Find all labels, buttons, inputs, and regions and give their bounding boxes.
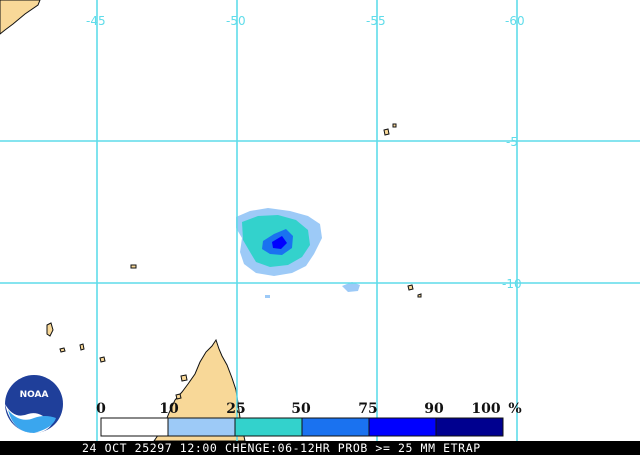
legend-value: 10 — [159, 401, 179, 417]
legend-swatch — [368, 417, 437, 437]
legend-swatch — [167, 417, 236, 437]
legend-value: 50 — [291, 401, 311, 417]
island-10 — [407, 284, 414, 291]
map-canvas: -45 -50 -55 -60 -5 -10 NOAA 0 10 25 50 75 90 1… — [0, 0, 640, 441]
noaa-logo-icon: NOAA — [3, 373, 65, 435]
island-11 — [417, 293, 422, 298]
lon-label: -60 — [505, 14, 525, 28]
island-5 — [130, 264, 137, 269]
legend-value: 0 — [96, 401, 106, 417]
island-4 — [99, 356, 106, 363]
lon-label: -55 — [366, 14, 386, 28]
land-masses — [0, 0, 422, 441]
legend-swatch — [234, 417, 303, 437]
legend: 0 10 25 50 75 90 100% — [96, 401, 522, 437]
graticule — [0, 0, 640, 441]
island-1 — [46, 322, 54, 337]
prob-area-speck — [265, 295, 270, 298]
status-text: 24 OCT 25297 12:00 CHENGE:06-12HR PROB >… — [82, 441, 481, 455]
lat-label: -10 — [502, 277, 522, 291]
island-3 — [59, 347, 66, 353]
lon-label: -50 — [226, 14, 246, 28]
lat-label: -5 — [506, 135, 518, 149]
legend-swatch — [301, 417, 370, 437]
status-bar: 24 OCT 25297 12:00 CHENGE:06-12HR PROB >… — [0, 441, 640, 455]
legend-value: % — [508, 401, 521, 417]
landmass-northwest — [0, 0, 41, 35]
island-6 — [180, 374, 188, 382]
legend-swatch — [435, 417, 504, 437]
prob-area-east-patch — [342, 282, 360, 292]
legend-value: 100 — [471, 401, 500, 417]
graticule-labels: -45 -50 -55 -60 -5 -10 — [86, 14, 525, 291]
prob-area-75-90 — [272, 236, 287, 249]
island-8 — [383, 128, 390, 136]
legend-value: 90 — [424, 401, 444, 417]
legend-values: 0 10 25 50 75 90 100% — [96, 401, 522, 417]
legend-value: 25 — [226, 401, 245, 417]
island-2 — [79, 343, 85, 351]
island-7 — [175, 393, 182, 400]
legend-color-bar — [100, 417, 504, 437]
precip-probability-areas — [236, 208, 360, 298]
noaa-logo-text: NOAA — [20, 390, 49, 400]
legend-swatch — [100, 417, 169, 437]
island-9 — [392, 123, 397, 128]
lon-label: -45 — [86, 14, 106, 28]
legend-value: 75 — [358, 401, 377, 417]
